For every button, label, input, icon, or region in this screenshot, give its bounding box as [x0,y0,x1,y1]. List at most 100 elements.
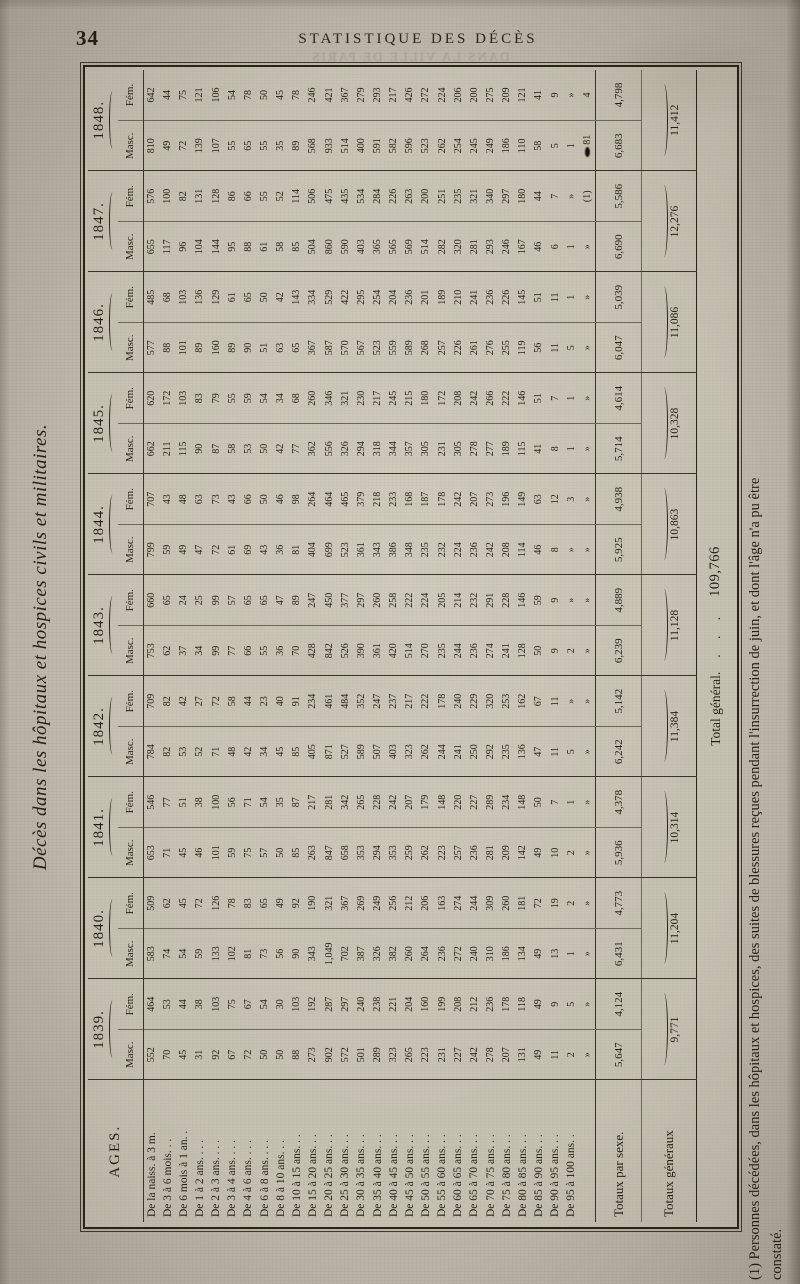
value-cell-masc: 357 [401,423,418,474]
value-cell-masc: 96 [175,221,192,272]
table-row: De 4 à 6 ans. . . . 72 67 81 83 75 71 42 44 66 65 6… [240,70,257,1222]
value-cell-masc: 1 [563,928,580,979]
value-cell-fem: 51 [530,272,548,323]
value-cell-fem: 230 [353,373,370,424]
value-cell-fem: 209 [498,70,515,121]
value-cell-masc: 61 [256,221,273,272]
value-cell-fem: 534 [353,171,370,222]
age-label: De 85 à 90 ans. . . [530,1080,548,1222]
value-cell-masc: 514 [417,221,435,272]
value-cell-masc: 71 [208,726,225,777]
value-cell-fem: 45 [272,70,289,121]
table-row: De 35 à 40 ans. . . 289 238 326 249 294 228 507… [369,70,386,1222]
value-cell-fem: 54 [256,979,273,1030]
value-cell-masc: 403 [385,726,402,777]
value-cell-fem: 289 [482,777,499,828]
value-cell-masc: 50 [272,827,289,878]
value-cell-masc: 72 [208,524,225,575]
footnote-text: (1) Personnes décédées, dans les hôpitau… [744,48,798,1280]
value-cell-fem: 65 [240,575,257,626]
value-cell-fem: 75 [175,70,192,121]
value-cell-fem: 9 [547,575,564,626]
value-cell-fem: 1 [563,272,580,323]
value-cell-masc: 57 [256,827,273,878]
table-element: 1840. [90,909,107,948]
value-cell-fem: 576 [143,171,160,222]
value-cell-masc: 72 [175,120,192,171]
value-cell-fem: 281 [321,777,338,828]
age-label: De 6 à 8 ans. . . . [256,1080,273,1222]
value-cell-masc: 1,049 [321,928,338,979]
total-masc: 5,714 [595,423,642,474]
value-cell-masc: 55 [256,625,273,676]
value-cell-fem: 475 [321,171,338,222]
year-total: 10,314 [641,777,697,878]
value-cell-masc: 235 [498,726,515,777]
value-cell-masc: 133 [208,928,225,979]
value-cell-fem: 234 [304,676,322,727]
masc-column-header: Masc. [118,120,143,171]
value-cell-fem: 212 [401,878,418,929]
total-brace [659,84,668,157]
value-cell-fem: 73 [208,474,225,525]
table-row: De 3 à 6 mois. . . 70 53 74 62 71 77 82 82 62 65 59… [159,70,176,1222]
value-cell-masc: 282 [434,221,451,272]
value-cell-fem: 89 [288,575,305,626]
value-cell-masc: 5 [547,120,564,171]
fem-column-header: Fém. [118,979,143,1030]
value-cell-masc: 46 [530,221,548,272]
year-total: 11,086 [641,272,697,373]
value-cell-fem: 9 [547,70,564,121]
value-cell-fem: 217 [385,70,402,121]
grand-total-row: Total général. . . . 109,766 [696,70,734,1222]
value-cell-fem: » [579,979,596,1030]
value-cell-masc: 81 [240,928,257,979]
value-cell-masc: 49 [159,120,176,171]
value-cell-fem: 162 [514,676,531,727]
value-cell-masc: 55 [256,120,273,171]
value-cell-masc: » [579,928,596,979]
value-cell-masc: 115 [175,423,192,474]
value-cell-masc: 131 [514,1029,531,1080]
table-landscape-canvas: AGES. 1839. 1840. 1841. 1842. 1843. 1844. 1845.… [80,59,742,1235]
value-cell-masc: 69 [240,524,257,575]
value-cell-masc: 1 [563,423,580,474]
value-cell-fem: 241 [466,272,483,323]
table-element: 1845. [90,404,107,443]
age-label: De 3 à 4 ans. . . . [224,1080,241,1222]
value-cell-masc: 226 [450,322,467,373]
value-cell-masc: 92 [208,1029,225,1080]
value-cell-masc: 224 [450,524,467,575]
table-row: De 65 à 70 ans. . . 242 212 240 244 236 227 250… [466,70,483,1222]
value-cell-fem: 309 [482,878,499,929]
value-cell-fem: 53 [159,979,176,1030]
table-element: 10,863 [668,508,681,541]
value-cell-masc: 2 [563,827,580,878]
value-cell-fem: 226 [498,272,515,323]
value-cell-fem: 43 [159,474,176,525]
value-cell-masc: 142 [514,827,531,878]
masc-column-header: Masc. [118,221,143,272]
year-total: 10,863 [641,474,697,575]
value-cell-masc: 189 [498,423,515,474]
value-cell-fem: 59 [530,575,548,626]
value-cell-masc: 61 [224,524,241,575]
value-cell-masc: 361 [353,524,370,575]
value-cell-fem: 118 [514,979,531,1030]
value-cell-masc: 35 [272,120,289,171]
value-cell-masc: 294 [369,827,386,878]
table-row: De 40 à 45 ans. . . 323 221 382 256 353 242 403… [385,70,402,1222]
table-row: De 85 à 90 ans. . . 49 49 49 72 49 50 47 67 50 59 4… [530,70,548,1222]
value-cell-fem: 46 [272,474,289,525]
year-total: 11,204 [641,878,697,979]
value-cell-masc: 101 [175,322,192,373]
value-cell-masc: 361 [369,625,386,676]
value-cell-masc: 343 [304,928,322,979]
value-cell-masc: 51 [256,322,273,373]
value-cell-fem: 11 [547,272,564,323]
value-cell-fem: 30 [272,979,289,1030]
ages-column-header: AGES. [88,1080,143,1222]
value-cell-masc: 55 [224,120,241,171]
totals-general-label: Totaux généraux [641,1080,697,1222]
value-cell-fem: 236 [482,272,499,323]
